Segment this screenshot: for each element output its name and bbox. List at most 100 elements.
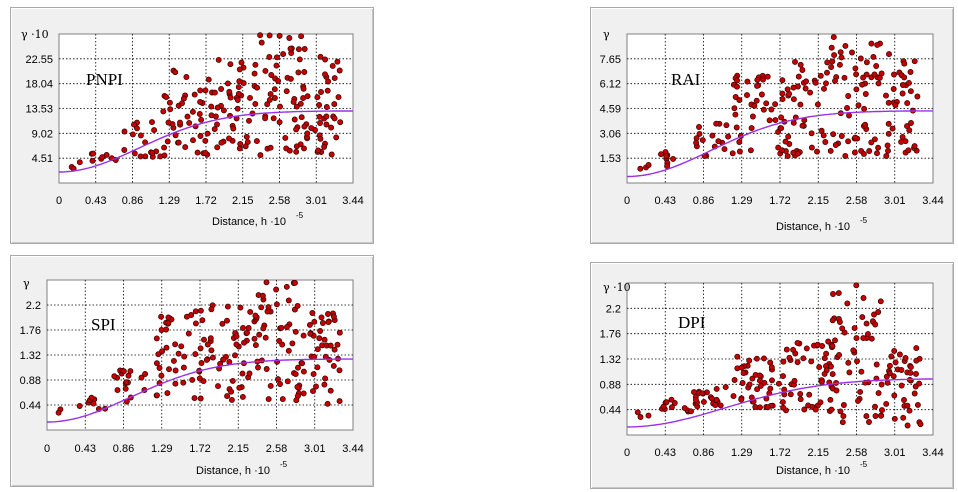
data-point (194, 149, 201, 156)
data-point (199, 317, 206, 324)
data-point (898, 138, 905, 145)
data-point (693, 139, 700, 146)
data-point (797, 396, 804, 403)
data-point (226, 135, 232, 142)
data-point (163, 326, 170, 333)
data-point (198, 116, 205, 123)
data-point (779, 90, 786, 97)
data-point (215, 56, 222, 63)
data-point (300, 390, 307, 397)
data-point (120, 368, 127, 375)
data-point (916, 380, 923, 387)
data-point (866, 419, 872, 425)
x-tick-label: 0 (44, 443, 50, 455)
data-point (197, 395, 204, 402)
data-point (645, 162, 652, 168)
data-point (220, 107, 227, 114)
data-point (736, 139, 743, 145)
y-tick-label: 1.32 (600, 354, 621, 366)
data-point (90, 150, 97, 157)
data-point (304, 130, 311, 137)
y-tick-label: 0.88 (600, 379, 621, 391)
data-point (163, 344, 170, 351)
y-tick-label: 3.06 (600, 128, 621, 140)
data-point (756, 372, 763, 379)
data-point (265, 396, 272, 403)
data-point (183, 313, 190, 320)
data-point (814, 148, 820, 155)
model-curve (627, 110, 933, 178)
data-point (734, 353, 741, 360)
data-point (163, 94, 170, 101)
data-point (828, 363, 834, 370)
data-point (311, 318, 318, 325)
data-point (327, 387, 334, 394)
data-point (831, 52, 838, 59)
data-point (730, 393, 737, 400)
data-point (885, 147, 891, 154)
data-point (866, 148, 873, 154)
data-point (155, 351, 162, 358)
data-point (257, 152, 264, 159)
data-point (322, 56, 329, 63)
x-tick-label: 1.29 (159, 195, 180, 207)
data-point (197, 98, 204, 105)
data-point (807, 89, 814, 96)
data-point (191, 395, 198, 402)
data-point (151, 127, 158, 134)
y-tick-label: 0.88 (20, 375, 41, 387)
data-point (883, 400, 890, 407)
data-point (890, 373, 897, 380)
data-point (301, 123, 308, 130)
data-point (877, 298, 884, 305)
data-point (301, 69, 308, 75)
data-point (663, 153, 670, 159)
data-point (790, 119, 797, 126)
data-point (197, 307, 204, 314)
data-point (842, 153, 849, 159)
data-point (218, 139, 225, 146)
y-axis-title: γ ·10 (21, 28, 49, 41)
chart-panel-dpi: 0.44 0.88 1.32 1.76 2.2 0 0.43 0.86 1.29 1.72 2.15… (590, 262, 954, 489)
data-point (875, 390, 882, 397)
data-point (860, 295, 867, 301)
model-curve (59, 110, 354, 173)
data-point (907, 69, 914, 75)
data-point (154, 392, 160, 399)
data-point (267, 144, 274, 151)
data-point (803, 78, 810, 85)
data-point (913, 370, 919, 377)
data-point (660, 403, 667, 410)
data-point (891, 392, 898, 399)
data-point (709, 132, 716, 139)
data-point (797, 61, 804, 68)
data-point (828, 64, 835, 71)
data-point (863, 320, 870, 327)
data-point (297, 141, 304, 148)
data-point (713, 120, 720, 127)
data-point (289, 340, 296, 347)
data-point (161, 152, 168, 159)
data-point (879, 407, 885, 414)
data-point (883, 92, 889, 99)
data-point (862, 91, 869, 97)
data-point (917, 421, 924, 428)
data-point (214, 144, 221, 151)
data-point (149, 149, 156, 156)
data-point (832, 77, 838, 84)
data-point (300, 85, 307, 92)
x-tick-label: 1.29 (151, 443, 172, 455)
data-point (190, 137, 196, 144)
data-point (769, 377, 775, 384)
data-point (160, 108, 167, 115)
data-point (298, 114, 305, 121)
x-tick-label: 3.01 (304, 443, 325, 455)
data-point (861, 105, 868, 112)
data-point (700, 398, 707, 405)
data-point (268, 72, 275, 78)
chart-rai: 1.53 3.06 4.59 6.12 7.65 0 0.43 0.86 1.29 1.72 2.1… (600, 28, 944, 233)
x-axis-title: Distance, h ·10 (212, 216, 286, 228)
data-point (205, 76, 212, 83)
data-point (779, 147, 785, 154)
x-tick-label: 0.86 (122, 195, 143, 207)
